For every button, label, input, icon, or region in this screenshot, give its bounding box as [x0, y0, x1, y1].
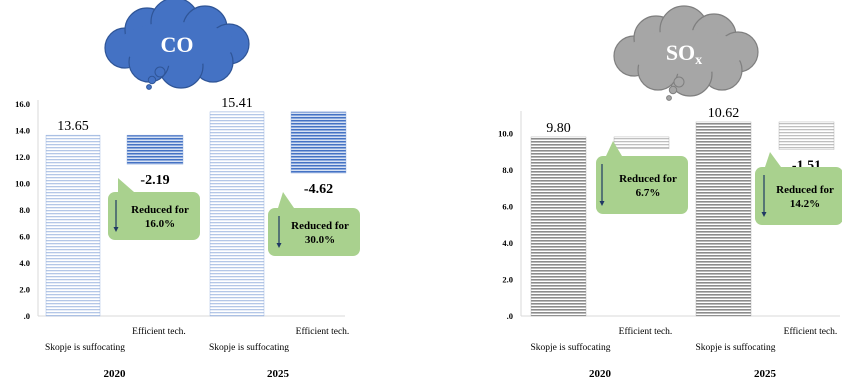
- x-tick-label: Skopje is suffocating: [530, 342, 610, 353]
- callout-text-line2: 16.0%: [145, 218, 175, 230]
- y-tick-label: 14.0: [15, 126, 30, 136]
- baseline-bar: [209, 111, 265, 317]
- callout-box: [268, 208, 360, 256]
- reduction-bar: [290, 111, 347, 174]
- down-arrow-head-icon: [599, 201, 605, 206]
- cloud-body: [119, 22, 235, 66]
- callout-text-line2: 30.0%: [305, 234, 335, 246]
- cloud-tail-dot: [147, 75, 157, 85]
- callout-text-line2: 14.2%: [790, 198, 820, 210]
- y-tick-label: 2.0: [19, 285, 30, 295]
- cloud-body: [628, 30, 744, 74]
- cloud-tail-dot: [154, 66, 166, 78]
- x-tick-label: Efficient tech.: [619, 326, 673, 337]
- chart-title: SOx: [666, 40, 702, 68]
- y-tick-label: 8.0: [19, 205, 30, 215]
- callout-text-line2: 6.7%: [636, 187, 661, 199]
- y-tick-label: 6.0: [19, 232, 30, 242]
- x-tick-label: Skopje is suffocating: [209, 342, 289, 353]
- cloud-tail-dot: [673, 76, 685, 88]
- year-label: 2025: [267, 368, 290, 380]
- x-tick-label: Skopje is suffocating: [45, 342, 125, 353]
- data-label: 13.65: [57, 119, 89, 134]
- year-label: 2020: [104, 368, 127, 380]
- down-arrow-head-icon: [113, 227, 119, 232]
- callout-text-line1: Reduced for: [131, 204, 189, 216]
- baseline-bar: [45, 134, 101, 317]
- down-arrow-head-icon: [761, 212, 767, 217]
- data-label: -4.62: [304, 182, 333, 197]
- callout-text-line1: Reduced for: [776, 184, 834, 196]
- callout-text-line1: Reduced for: [291, 220, 349, 232]
- y-tick-label: 10.0: [15, 179, 30, 189]
- y-tick-label: .0: [507, 311, 513, 321]
- data-label: -2.19: [140, 173, 169, 188]
- y-tick-label: 8.0: [502, 165, 513, 175]
- callout-pointer: [765, 152, 781, 167]
- data-label: 9.80: [546, 121, 571, 136]
- reduction-bar: [126, 134, 184, 165]
- callout-box: [108, 192, 200, 240]
- year-label: 2020: [589, 368, 612, 380]
- y-tick-label: 6.0: [502, 201, 513, 211]
- baseline-bar: [530, 136, 587, 317]
- reduction-bar: [778, 121, 835, 150]
- data-label: 10.62: [708, 106, 740, 121]
- year-label: 2025: [754, 368, 777, 380]
- y-tick-label: 10.0: [498, 128, 513, 138]
- x-tick-label: Efficient tech.: [784, 326, 838, 337]
- down-arrow-head-icon: [276, 243, 282, 248]
- callout-pointer: [278, 192, 294, 208]
- y-tick-label: .0: [24, 311, 30, 321]
- cloud-tail-dot: [666, 95, 672, 101]
- callout-box: [755, 167, 842, 225]
- baseline-bar: [695, 121, 752, 317]
- cloud-tail-dot: [668, 85, 678, 95]
- y-tick-label: 4.0: [502, 238, 513, 248]
- y-tick-label: 2.0: [502, 274, 513, 284]
- callout-text-line1: Reduced for: [619, 173, 677, 185]
- x-tick-label: Skopje is suffocating: [695, 342, 775, 353]
- y-tick-label: 16.0: [15, 99, 30, 109]
- y-tick-label: 12.0: [15, 152, 30, 162]
- y-tick-label: 4.0: [19, 258, 30, 268]
- reduction-bar: [613, 136, 670, 150]
- x-tick-label: Efficient tech.: [132, 326, 186, 337]
- callout-pointer: [118, 178, 134, 192]
- data-label: 15.41: [221, 96, 253, 111]
- chart-title: CO: [161, 32, 194, 57]
- callout-pointer: [606, 141, 622, 156]
- x-tick-label: Efficient tech.: [296, 326, 350, 337]
- cloud-tail-dot: [146, 84, 152, 90]
- callout-box: [596, 156, 688, 214]
